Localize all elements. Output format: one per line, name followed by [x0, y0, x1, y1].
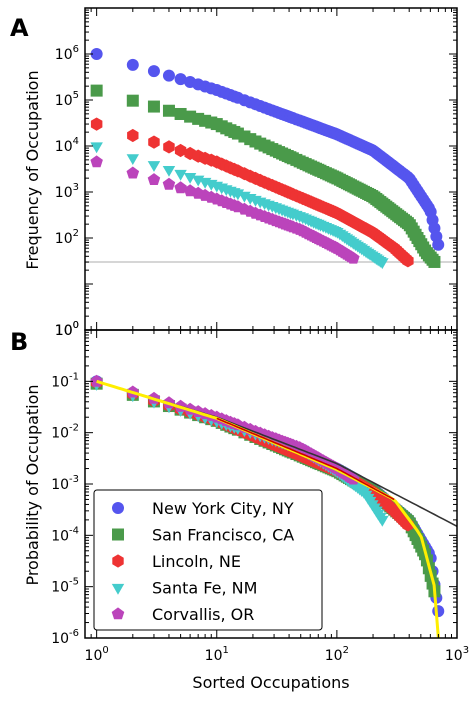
panel-a-y-tick-label: 103 — [55, 182, 79, 201]
panel-b-y-tick-label: 10-5 — [51, 577, 79, 596]
panel-a-point — [90, 84, 103, 97]
panel-b-letter: B — [10, 328, 28, 356]
panel-a-point — [126, 94, 139, 107]
legend-label: Lincoln, NE — [152, 552, 241, 571]
panel-a-y-tick-label: 102 — [55, 228, 79, 247]
panel-a-series-0 — [90, 48, 445, 251]
panel-a-point — [162, 69, 175, 82]
panel-a-ticks: 100 102 103 104 105 106 — [55, 7, 458, 339]
panel-b-fit-line-2 — [216, 417, 395, 501]
legend-items: New York City, NY San Francisco, CA Lincol… — [111, 499, 294, 624]
legend-marker — [112, 554, 124, 568]
panel-a-y-axis-label: Frequency of Occupation — [23, 70, 42, 269]
panel-a-series-3 — [90, 142, 389, 270]
panel-a-letter: A — [10, 14, 29, 42]
panel-b-y-tick-label: 10-1 — [51, 371, 79, 390]
panel-a-point — [147, 161, 161, 172]
panel-b-x-tick-label: 100 — [85, 645, 109, 664]
panel-a-point — [126, 166, 140, 179]
panel-a-y-tick-label: 104 — [55, 136, 79, 155]
legend-label: Corvallis, OR — [152, 605, 254, 624]
panel-a-point — [162, 177, 176, 190]
legend-box — [93, 489, 323, 631]
panel-b-y-tick-label: 10-4 — [51, 525, 79, 544]
panel-a-point — [90, 117, 103, 131]
panel-b-y-tick-label: 10-2 — [51, 423, 79, 442]
panel-b-ticks: 10-6 10-5 10-4 10-3 10-2 10-1 100 100 101 102 103 — [51, 320, 469, 664]
panel-a-point — [174, 143, 187, 158]
panel-a-point — [126, 154, 139, 165]
panel-a-point — [148, 135, 160, 149]
panel-a-series-1 — [90, 84, 441, 268]
panel-b-point — [376, 515, 389, 527]
legend-label: San Francisco, CA — [152, 526, 294, 545]
legend-label: New York City, NY — [152, 499, 294, 518]
panel-b-y-tick-label: 10-6 — [51, 628, 79, 647]
panel-b-x-tick-label: 103 — [445, 645, 469, 664]
panel-a-point — [174, 73, 187, 86]
legend-marker — [112, 528, 124, 541]
panel-a-series-2 — [90, 117, 414, 268]
panel-a-point — [174, 181, 187, 194]
panel-a-point — [174, 107, 187, 120]
panel-b-x-axis-label: Sorted Occupations — [192, 673, 349, 692]
panel-b-fit-lines — [96, 379, 458, 639]
panel-b-point — [432, 605, 445, 618]
panel-a-point — [163, 140, 175, 154]
panel-b-y-tick-label: 100 — [55, 320, 79, 339]
panel-a-point — [127, 128, 139, 143]
panel-b-y-axis-label: Probability of Occupation — [23, 384, 42, 585]
panel-a-y-tick-label: 106 — [55, 44, 79, 63]
panel-a-point — [162, 166, 176, 177]
legend: New York City, NY San Francisco, CA Lincol… — [93, 489, 323, 631]
legend-marker — [111, 607, 125, 620]
panel-a: A 100 102 103 104 105 106 Frequency of Occupa… — [10, 7, 458, 339]
panel-a-point — [402, 254, 414, 268]
panel-a-point — [347, 251, 360, 264]
panel-a-y-tick-label: 100 — [55, 320, 79, 339]
legend-marker — [112, 502, 124, 514]
panel-a-point — [432, 238, 445, 251]
panel-b-y-tick-label: 10-3 — [51, 474, 79, 493]
panel-a-series — [90, 48, 445, 270]
panel-b-x-tick-label: 102 — [325, 645, 349, 664]
panel-a-point — [147, 100, 160, 113]
legend-marker — [111, 583, 125, 595]
panel-a-point — [126, 58, 139, 71]
panel-a-point — [162, 104, 175, 117]
panel-b-point — [90, 374, 103, 387]
panel-a-point — [147, 173, 161, 185]
panel-a-point — [428, 255, 441, 268]
panel-a-point — [147, 65, 160, 78]
panel-a-point — [90, 142, 103, 154]
panel-a-point — [174, 169, 187, 181]
panel-a-point — [90, 48, 103, 60]
panel-a-point — [90, 155, 103, 168]
panel-b-x-tick-label: 101 — [205, 645, 229, 664]
panel-a-point — [376, 258, 389, 270]
panel-a-series-4 — [90, 155, 360, 264]
legend-label: Santa Fe, NM — [152, 579, 257, 598]
panel-a-y-tick-label: 105 — [55, 90, 79, 109]
